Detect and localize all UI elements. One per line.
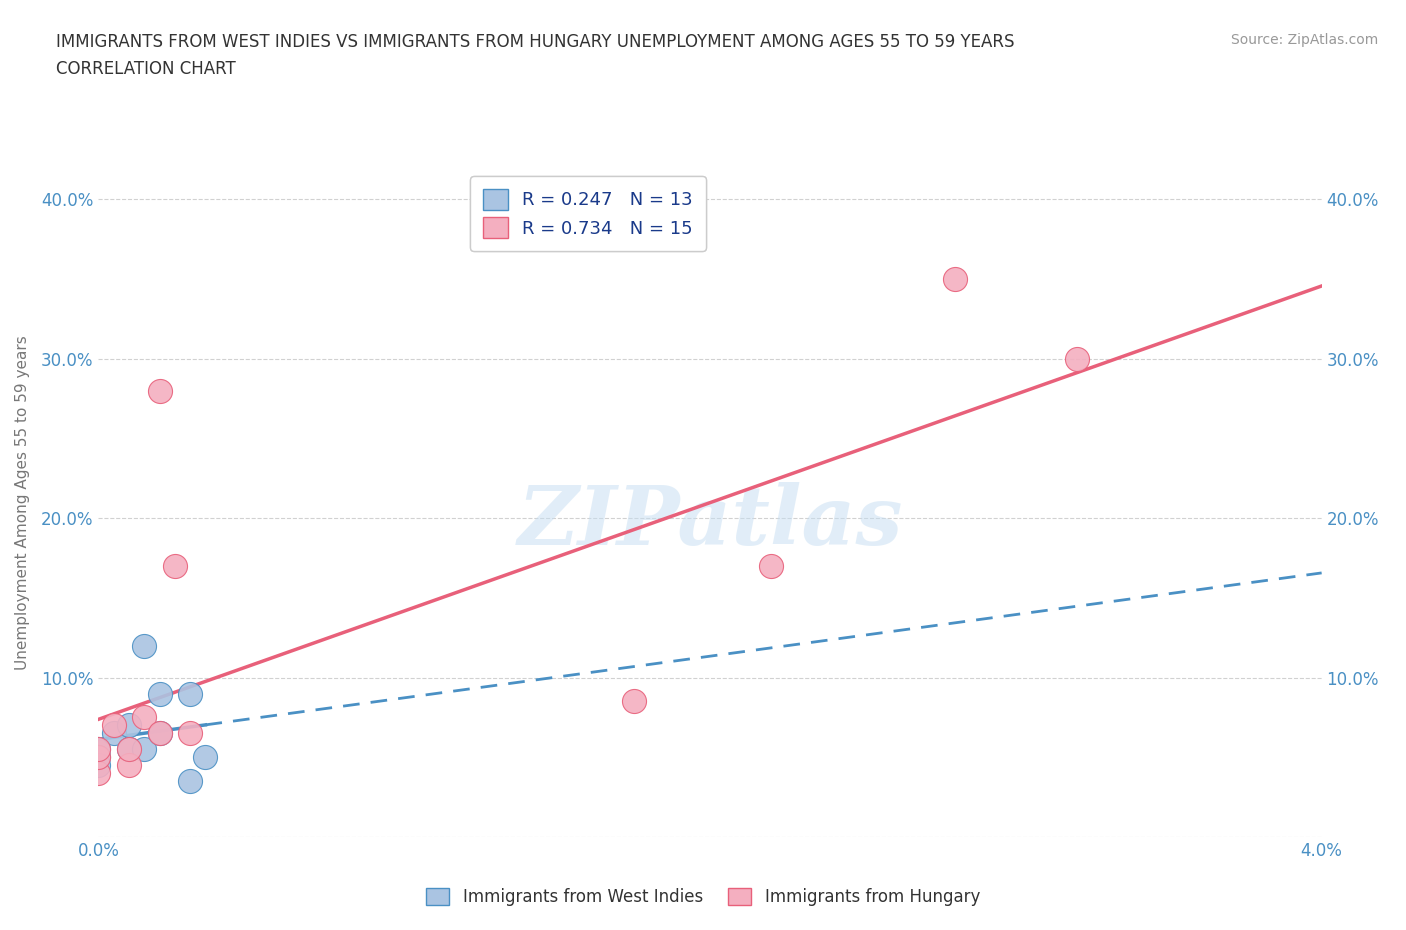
Point: [179, 726, 201, 741]
Legend: R = 0.247   N = 13, R = 0.734   N = 15: R = 0.247 N = 13, R = 0.734 N = 15: [470, 177, 706, 251]
Point: [134, 710, 156, 724]
Point: [623, 694, 645, 709]
Text: Source: ZipAtlas.com: Source: ZipAtlas.com: [1230, 33, 1378, 46]
Point: [149, 726, 172, 741]
Point: [118, 718, 141, 733]
Point: [87, 758, 110, 773]
Point: [1066, 352, 1088, 366]
Text: CORRELATION CHART: CORRELATION CHART: [56, 60, 236, 78]
Point: [149, 383, 172, 398]
Point: [134, 638, 156, 653]
Point: [149, 726, 172, 741]
Point: [87, 742, 110, 757]
Point: [103, 726, 125, 741]
Text: ZIPatlas: ZIPatlas: [517, 483, 903, 563]
Point: [149, 686, 172, 701]
Point: [179, 686, 201, 701]
Point: [163, 559, 186, 574]
Point: [103, 718, 125, 733]
Y-axis label: Unemployment Among Ages 55 to 59 years: Unemployment Among Ages 55 to 59 years: [15, 335, 30, 670]
Point: [118, 742, 141, 757]
Legend: Immigrants from West Indies, Immigrants from Hungary: Immigrants from West Indies, Immigrants …: [419, 881, 987, 912]
Point: [87, 742, 110, 757]
Point: [87, 765, 110, 780]
Text: IMMIGRANTS FROM WEST INDIES VS IMMIGRANTS FROM HUNGARY UNEMPLOYMENT AMONG AGES 5: IMMIGRANTS FROM WEST INDIES VS IMMIGRANT…: [56, 33, 1015, 50]
Point: [134, 742, 156, 757]
Point: [759, 559, 782, 574]
Point: [118, 758, 141, 773]
Point: [194, 750, 217, 764]
Point: [943, 272, 966, 286]
Point: [118, 742, 141, 757]
Point: [87, 750, 110, 764]
Point: [179, 774, 201, 789]
Point: [87, 750, 110, 764]
